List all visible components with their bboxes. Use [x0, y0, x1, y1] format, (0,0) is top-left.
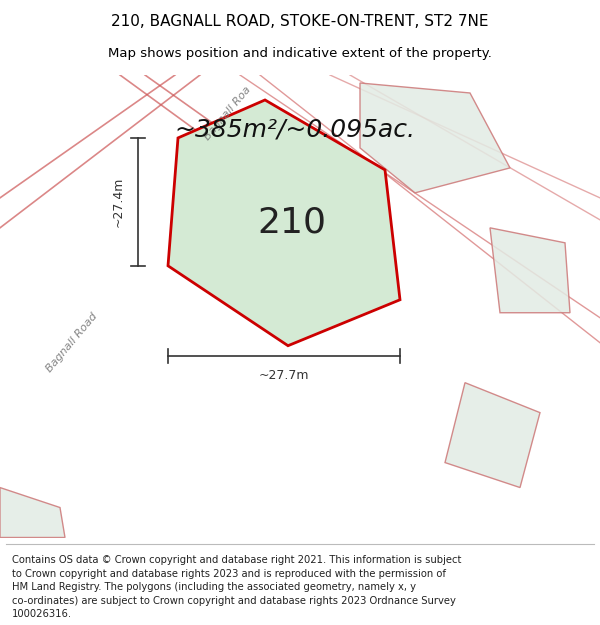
Text: Map shows position and indicative extent of the property.: Map shows position and indicative extent…	[108, 48, 492, 61]
Polygon shape	[360, 83, 510, 193]
Polygon shape	[0, 488, 65, 538]
Text: ~27.4m: ~27.4m	[112, 177, 125, 227]
Text: to Crown copyright and database rights 2023 and is reproduced with the permissio: to Crown copyright and database rights 2…	[12, 569, 446, 579]
Text: co-ordinates) are subject to Crown copyright and database rights 2023 Ordnance S: co-ordinates) are subject to Crown copyr…	[12, 596, 456, 606]
Text: 210: 210	[257, 206, 326, 240]
Polygon shape	[490, 228, 570, 312]
Text: Contains OS data © Crown copyright and database right 2021. This information is : Contains OS data © Crown copyright and d…	[12, 555, 461, 565]
Text: HM Land Registry. The polygons (including the associated geometry, namely x, y: HM Land Registry. The polygons (includin…	[12, 582, 416, 592]
Polygon shape	[168, 100, 400, 346]
Polygon shape	[445, 382, 540, 488]
Text: Bagnall Roa: Bagnall Roa	[203, 84, 253, 142]
Text: ~385m²/~0.095ac.: ~385m²/~0.095ac.	[175, 118, 415, 142]
Text: 100026316.: 100026316.	[12, 609, 72, 619]
Text: ~27.7m: ~27.7m	[259, 369, 309, 382]
Text: Bagnall Road: Bagnall Road	[44, 311, 100, 374]
Text: 210, BAGNALL ROAD, STOKE-ON-TRENT, ST2 7NE: 210, BAGNALL ROAD, STOKE-ON-TRENT, ST2 7…	[111, 14, 489, 29]
